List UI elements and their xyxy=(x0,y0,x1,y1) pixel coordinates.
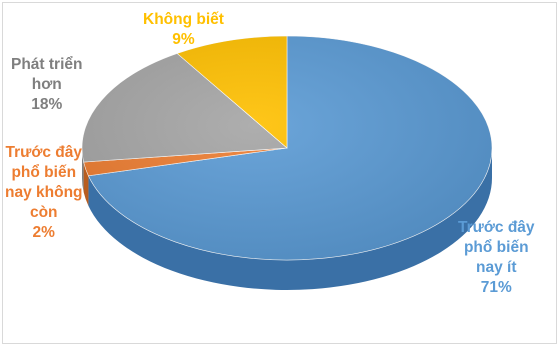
label-phat-trien-hon: Phát triển hơn 18% xyxy=(11,56,83,113)
label-truoc-day-pho-bien-nay-it: Trước đây phổ biến nay ít 71% xyxy=(458,219,535,296)
label-truoc-day-pho-bien-nay-khong-con: Trước đây phổ biến nay không còn 2% xyxy=(5,144,83,241)
label-khong-biet: Không biết 9% xyxy=(143,11,224,48)
